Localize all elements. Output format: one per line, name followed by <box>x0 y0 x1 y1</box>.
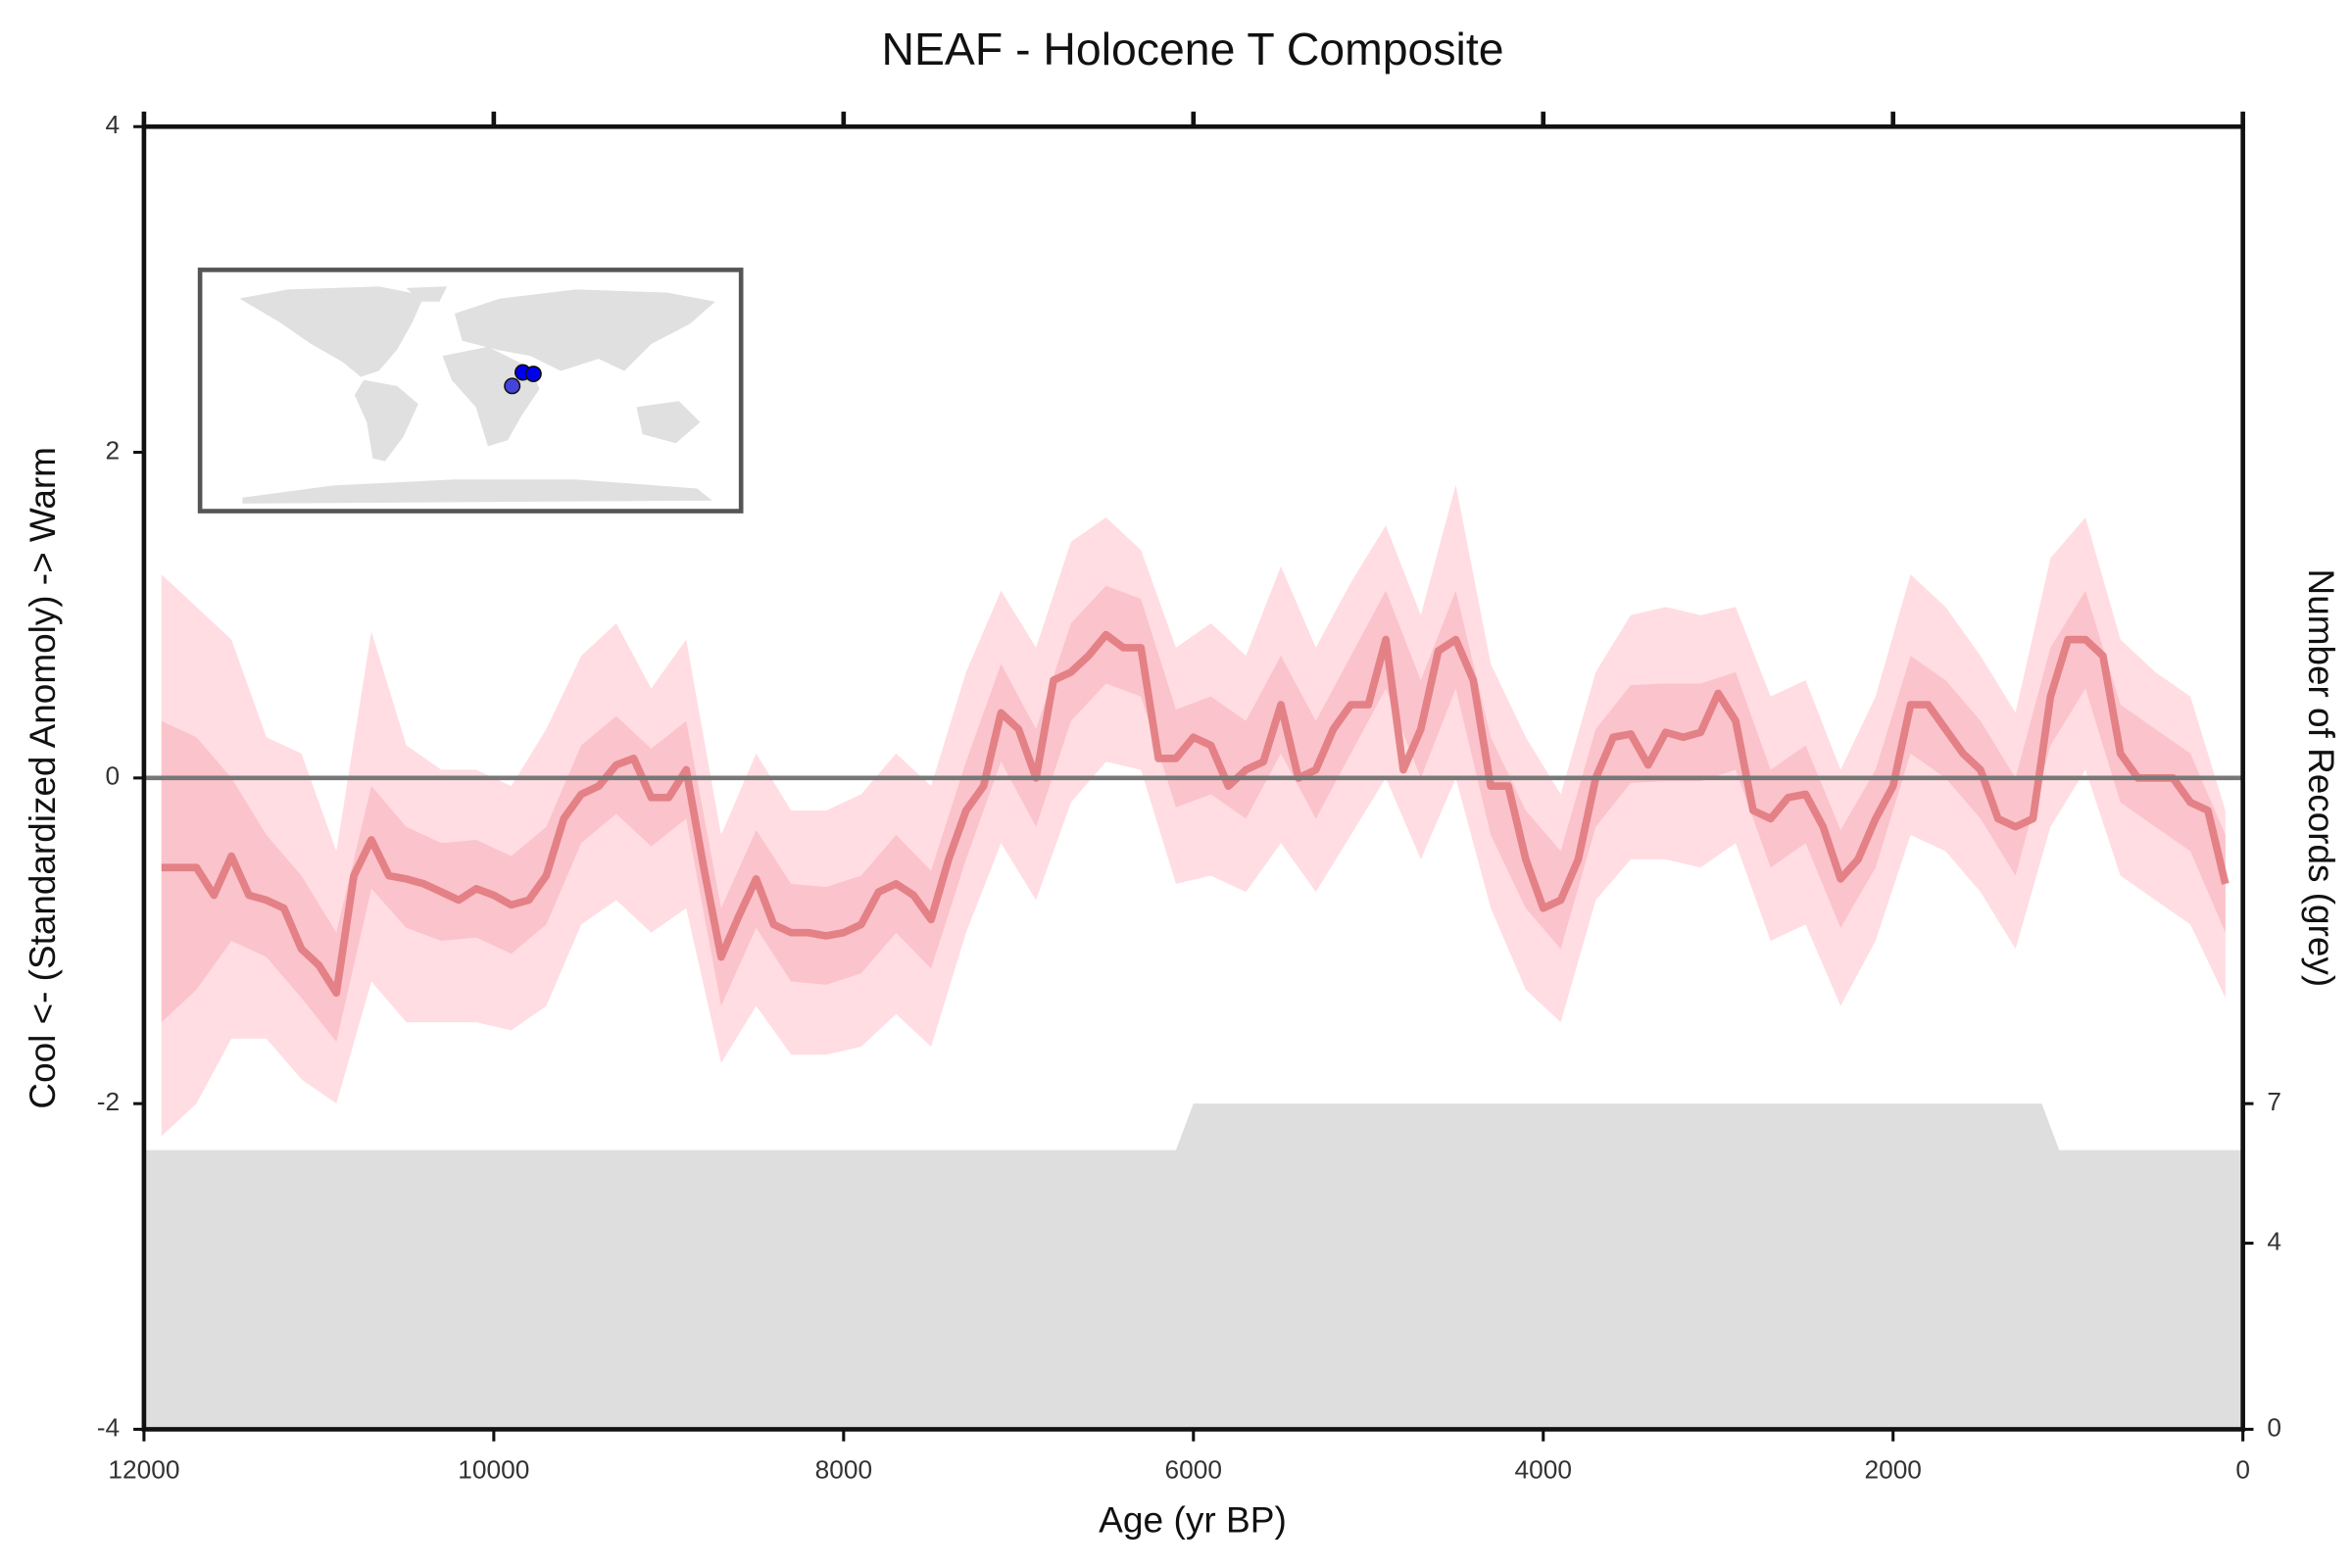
chart-title: NEAF - Holocene T Composite <box>881 24 1503 74</box>
x-tick-label: 12000 <box>108 1455 179 1485</box>
y2-tick-label: 7 <box>2267 1087 2281 1116</box>
australia <box>636 401 701 444</box>
x-tick-label: 6000 <box>1165 1455 1222 1485</box>
uncertainty-band <box>161 585 2226 1043</box>
x-tick-label: 8000 <box>815 1455 872 1485</box>
y-tick-label: -2 <box>97 1087 120 1116</box>
composite-line <box>161 630 2230 998</box>
x-tick-label: 4000 <box>1515 1455 1572 1485</box>
continents <box>239 286 715 504</box>
x-tick-label: 0 <box>2235 1455 2250 1485</box>
uncertainty-band <box>161 484 2226 1137</box>
x-tick-label: 10000 <box>458 1455 529 1485</box>
record-count-area <box>143 1103 2243 1430</box>
y2-tick-label: 4 <box>2267 1227 2281 1256</box>
eurasia <box>454 289 715 371</box>
antarctica <box>242 479 712 504</box>
site-marker <box>524 366 542 382</box>
y-tick-label: 4 <box>106 110 121 139</box>
map-inset <box>197 268 744 514</box>
x-axis-label: Age (yr BP) <box>1099 1499 1287 1541</box>
y-tick-label: -4 <box>97 1412 120 1442</box>
north-america <box>239 286 424 377</box>
y-tick-label: 2 <box>106 436 121 466</box>
greenland <box>406 286 448 302</box>
site-marker <box>504 377 521 395</box>
y2-tick-label: 0 <box>2267 1412 2281 1442</box>
y-axis-label: Cool <- (Standardized Anomoly) -> Warm <box>22 447 63 1108</box>
x-tick-label: 2000 <box>1864 1455 1921 1485</box>
y-tick-label: 0 <box>106 761 121 791</box>
y2-axis-label: Number of Records (grey) <box>2301 569 2342 988</box>
south-america <box>354 379 418 462</box>
